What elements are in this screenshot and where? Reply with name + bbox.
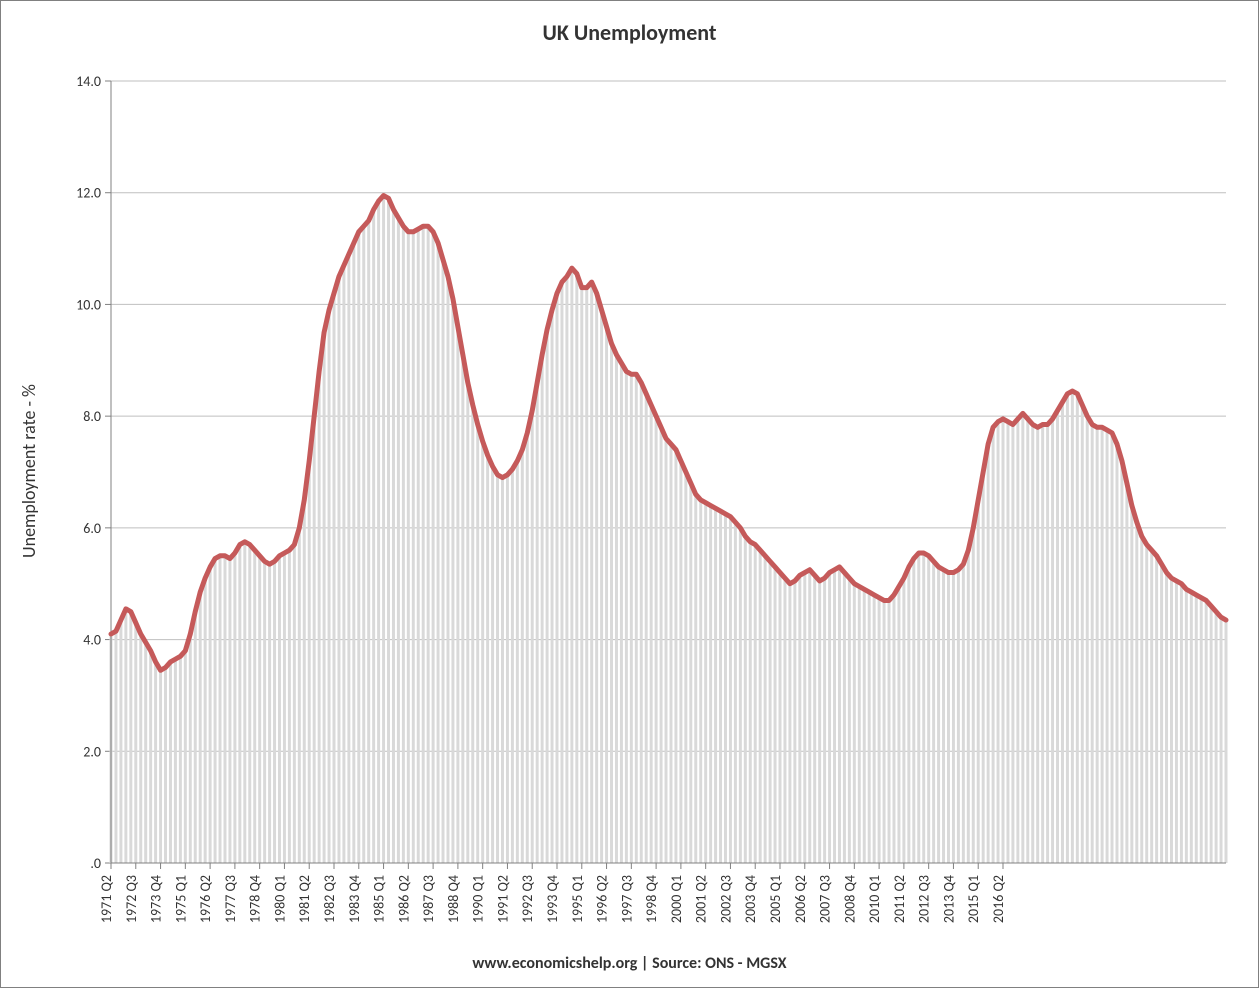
chart-container: UK UnemploymentUnemployment rate - %www.… xyxy=(0,0,1259,988)
x-tick-label: 1972 Q3 xyxy=(123,875,140,923)
x-tick-label: 2002 Q3 xyxy=(717,875,734,923)
x-tick-label: 2003 Q4 xyxy=(742,875,759,923)
x-tick-label: 1991 Q2 xyxy=(494,875,511,923)
y-tick-label: 10.0 xyxy=(76,296,101,313)
x-tick-label: 1980 Q1 xyxy=(271,875,288,923)
bars-group xyxy=(110,196,1228,863)
x-tick-label: 2016 Q2 xyxy=(990,875,1007,923)
y-tick-label: 14.0 xyxy=(76,73,101,90)
x-tick-label: 1986 Q2 xyxy=(395,875,412,923)
y-tick-label: .0 xyxy=(90,855,101,872)
x-tick-label: 1971 Q2 xyxy=(98,875,115,923)
x-tick-label: 1987 Q3 xyxy=(420,875,437,923)
y-tick-label: 4.0 xyxy=(83,632,101,649)
x-tick-label: 1992 Q3 xyxy=(519,875,536,923)
x-tick-label: 1998 Q4 xyxy=(643,875,660,923)
x-tick-label: 1995 Q1 xyxy=(569,875,586,923)
y-tick-label: 2.0 xyxy=(83,743,101,760)
x-tick-label: 2008 Q4 xyxy=(841,875,858,923)
x-tick-label: 1976 Q2 xyxy=(197,875,214,923)
x-tick-label: 1982 Q3 xyxy=(321,875,338,923)
x-tick-label: 1975 Q1 xyxy=(172,875,189,923)
x-tick-label: 1983 Q4 xyxy=(346,875,363,923)
chart-svg: .0 2.0 4.0 6.0 8.0 10.0 12.0 14.0 1971 Q2 1972 Q3… xyxy=(1,1,1259,989)
x-tick-label: 2007 Q3 xyxy=(817,875,834,923)
x-tick-label: 1990 Q1 xyxy=(470,875,487,923)
x-tick-label: 1978 Q4 xyxy=(247,875,264,923)
x-tick-label: 2006 Q2 xyxy=(792,875,809,923)
y-tick-label: 6.0 xyxy=(83,520,101,537)
x-tick-label: 1993 Q4 xyxy=(544,875,561,923)
x-tick-label: 1997 Q3 xyxy=(618,875,635,923)
x-tick-label: 1985 Q1 xyxy=(371,875,388,923)
x-tick-label: 1977 Q3 xyxy=(222,875,239,923)
y-tick-label: 8.0 xyxy=(83,408,101,425)
x-tick-label: 1973 Q4 xyxy=(148,875,165,923)
x-tick-label: 2001 Q2 xyxy=(693,875,710,923)
x-tick-label: 1981 Q2 xyxy=(296,875,313,923)
x-tick-label: 2010 Q1 xyxy=(866,875,883,923)
x-tick-label: 2011 Q2 xyxy=(891,875,908,923)
y-tick-label: 12.0 xyxy=(76,185,101,202)
x-tick-label: 2015 Q1 xyxy=(965,875,982,923)
x-tick-label: 2005 Q1 xyxy=(767,875,784,923)
x-tick-label: 2012 Q3 xyxy=(916,875,933,923)
x-tick-label: 2013 Q4 xyxy=(940,875,957,923)
x-tick-label: 1996 Q2 xyxy=(594,875,611,923)
x-tick-label: 2000 Q1 xyxy=(668,875,685,923)
x-tick-label: 1988 Q4 xyxy=(445,875,462,923)
